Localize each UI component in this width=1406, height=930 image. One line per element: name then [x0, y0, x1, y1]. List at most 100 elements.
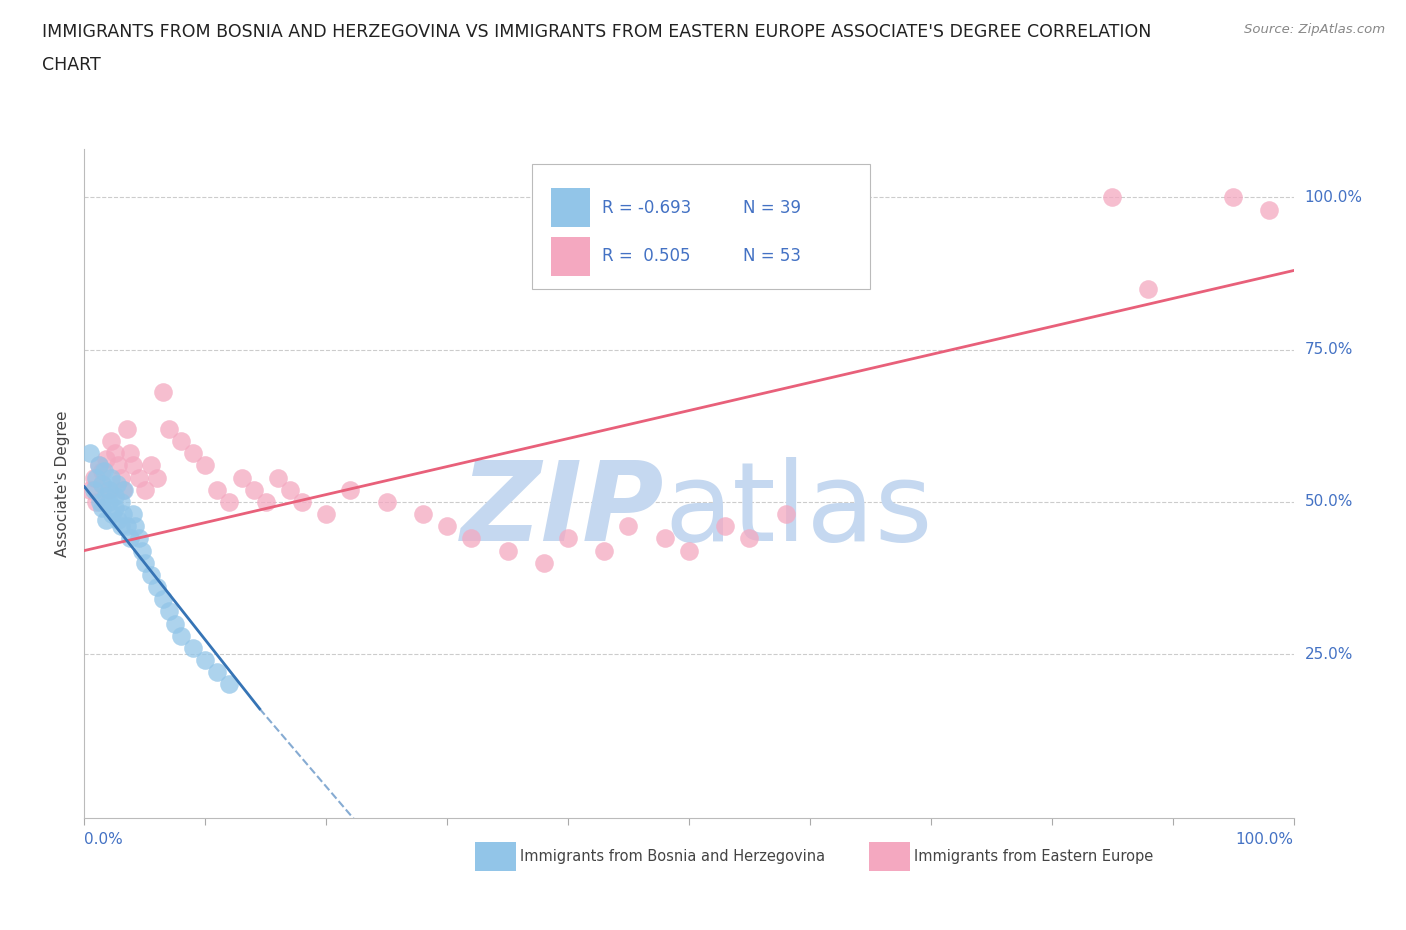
Point — [115, 519, 138, 534]
Text: IMMIGRANTS FROM BOSNIA AND HERZEGOVINA VS IMMIGRANTS FROM EASTERN EUROPE ASSOCIA: IMMIGRANTS FROM BOSNIA AND HERZEGOVINA V… — [42, 23, 1152, 41]
Point — [152, 385, 174, 400]
Point — [1137, 282, 1160, 297]
Text: 75.0%: 75.0% — [1305, 342, 1353, 357]
Point — [412, 507, 434, 522]
Point — [775, 507, 797, 522]
Point — [83, 483, 105, 498]
Point — [315, 507, 337, 522]
Point — [83, 470, 105, 485]
Point — [110, 519, 132, 534]
Point — [738, 531, 761, 546]
Point — [267, 470, 290, 485]
Text: 100.0%: 100.0% — [1305, 190, 1362, 205]
Point — [207, 665, 229, 680]
Point — [194, 458, 217, 472]
Point — [124, 519, 146, 534]
Point — [97, 483, 120, 498]
Point — [91, 476, 114, 491]
Point — [231, 470, 253, 485]
Point — [87, 458, 110, 472]
Point — [163, 617, 186, 631]
Text: Immigrants from Bosnia and Herzegovina: Immigrants from Bosnia and Herzegovina — [520, 849, 825, 864]
Point — [436, 519, 458, 534]
Text: 50.0%: 50.0% — [1305, 495, 1353, 510]
Point — [139, 458, 162, 472]
Point — [86, 495, 108, 510]
Point — [112, 507, 135, 522]
Point — [97, 483, 120, 498]
Point — [101, 507, 124, 522]
Point — [139, 567, 162, 582]
Text: 100.0%: 100.0% — [1236, 832, 1294, 847]
Point — [91, 476, 114, 491]
Point — [1101, 190, 1123, 205]
Point — [170, 433, 193, 448]
FancyBboxPatch shape — [551, 188, 589, 227]
Text: R =  0.505: R = 0.505 — [602, 247, 690, 265]
Point — [181, 641, 204, 656]
Point — [100, 433, 122, 448]
Point — [496, 543, 519, 558]
Point — [128, 470, 150, 485]
Point — [104, 488, 127, 503]
Text: 25.0%: 25.0% — [1305, 646, 1353, 661]
Point — [120, 445, 142, 460]
Point — [218, 495, 240, 510]
Point — [94, 452, 117, 467]
Point — [131, 543, 153, 558]
Y-axis label: Associate's Degree: Associate's Degree — [55, 410, 70, 557]
Point — [121, 507, 143, 522]
Point — [181, 445, 204, 460]
FancyBboxPatch shape — [551, 236, 589, 276]
Point — [339, 483, 361, 498]
Text: N = 53: N = 53 — [744, 247, 801, 265]
Point — [157, 604, 180, 618]
Point — [157, 421, 180, 436]
Point — [104, 445, 127, 460]
Point — [1258, 202, 1281, 217]
Point — [207, 483, 229, 498]
Point — [278, 483, 301, 498]
Point — [291, 495, 314, 510]
Text: N = 39: N = 39 — [744, 199, 801, 217]
FancyBboxPatch shape — [531, 164, 870, 289]
Point — [170, 629, 193, 644]
Point — [120, 531, 142, 546]
Point — [134, 555, 156, 570]
Point — [146, 579, 169, 594]
Point — [79, 445, 101, 460]
Point — [91, 500, 114, 515]
Point — [242, 483, 264, 498]
Text: ZIP: ZIP — [461, 457, 665, 564]
Point — [593, 543, 616, 558]
Point — [110, 470, 132, 485]
Point — [104, 500, 127, 515]
Point — [557, 531, 579, 546]
Point — [375, 495, 398, 510]
Point — [110, 495, 132, 510]
Point — [107, 458, 129, 472]
Point — [460, 531, 482, 546]
Point — [86, 470, 108, 485]
Point — [254, 495, 277, 510]
Point — [94, 512, 117, 527]
Point — [93, 464, 115, 479]
Point — [714, 519, 737, 534]
Point — [107, 512, 129, 527]
Point — [678, 543, 700, 558]
Text: 0.0%: 0.0% — [84, 832, 124, 847]
Point — [121, 458, 143, 472]
Point — [128, 531, 150, 546]
Text: Source: ZipAtlas.com: Source: ZipAtlas.com — [1244, 23, 1385, 36]
Text: Immigrants from Eastern Europe: Immigrants from Eastern Europe — [914, 849, 1153, 864]
Point — [654, 531, 676, 546]
Point — [533, 555, 555, 570]
Point — [87, 458, 110, 472]
Text: atlas: atlas — [665, 457, 934, 564]
Point — [91, 464, 114, 479]
Point — [89, 495, 111, 510]
Point — [617, 519, 640, 534]
Point — [100, 470, 122, 485]
Point — [115, 421, 138, 436]
Point — [105, 476, 128, 491]
